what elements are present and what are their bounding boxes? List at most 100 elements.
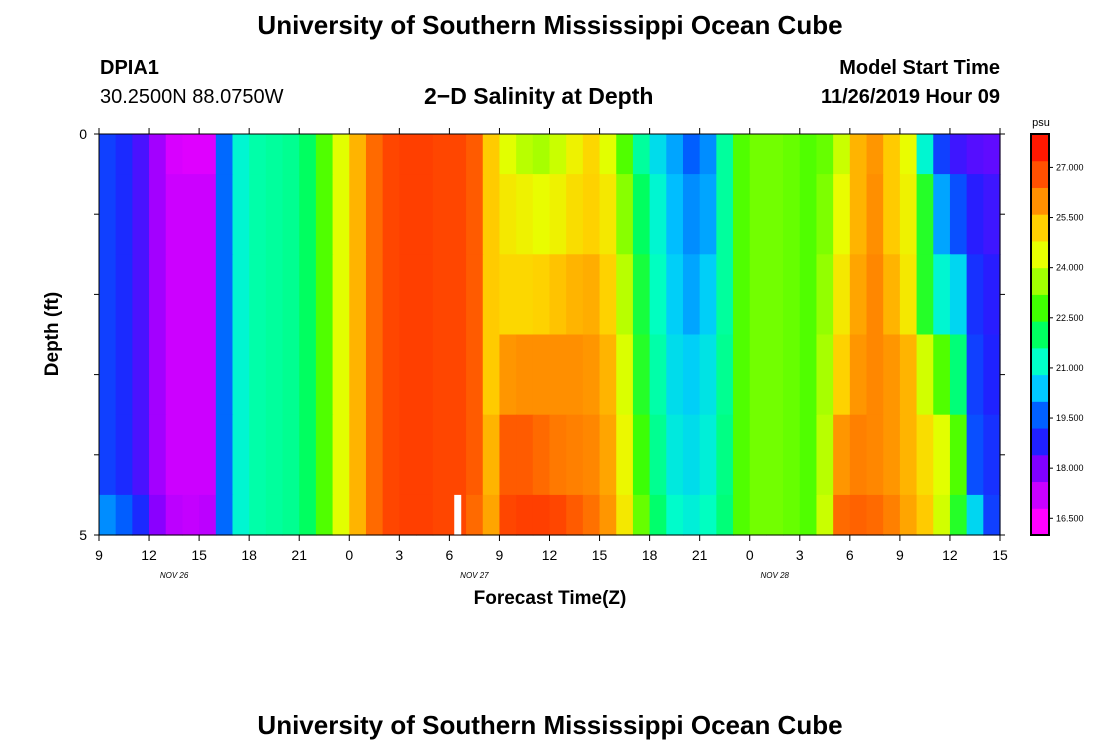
heatmap-cell (182, 334, 200, 416)
heatmap-cell (566, 334, 584, 416)
heatmap-cell (315, 134, 334, 175)
x-tick-label: 12 (542, 547, 558, 563)
x-tick-label: 18 (241, 547, 257, 563)
heatmap-cell (632, 334, 651, 416)
x-tick-label: 9 (95, 547, 103, 563)
colorbar-label: 24.000 (1056, 263, 1084, 273)
heatmap-cell (766, 334, 784, 416)
heatmap-cell (149, 174, 167, 255)
heatmap-cell (966, 134, 984, 175)
heatmap-cell (733, 254, 751, 336)
heatmap-cell (749, 334, 768, 416)
heatmap-cell (716, 134, 734, 175)
heatmap-cell (382, 174, 400, 255)
heatmap-cell (899, 334, 918, 416)
heatmap-cell (382, 334, 400, 416)
x-tick-label: 9 (896, 547, 904, 563)
heatmap-cell (165, 134, 184, 175)
heatmap-cell (232, 414, 250, 496)
heatmap-cell (949, 414, 968, 496)
heatmap-cell (733, 334, 751, 416)
heatmap-cell (382, 414, 400, 496)
heatmap-cell (516, 334, 534, 416)
heatmap-cell (215, 414, 234, 496)
heatmap-cell (682, 174, 701, 255)
heatmap-cell (332, 494, 350, 536)
x-tick-label: 9 (496, 547, 504, 563)
heatmap-cell (199, 174, 217, 255)
heatmap-cell (482, 494, 501, 536)
heatmap-cell (666, 254, 684, 336)
heatmap-cell (265, 254, 284, 336)
heatmap-cell (416, 414, 434, 496)
x-tick-label: 3 (796, 547, 804, 563)
heatmap-cell (282, 134, 300, 175)
heatmap-cell (199, 414, 217, 496)
heatmap-cell (365, 174, 384, 255)
heatmap-cell (582, 414, 601, 496)
heatmap-cell (315, 174, 334, 255)
heatmap-cell (799, 134, 818, 175)
heatmap-cell (783, 414, 801, 496)
heatmap-cell (949, 494, 968, 536)
x-tick-label: 18 (642, 547, 658, 563)
x-tick-label: 21 (692, 547, 708, 563)
heatmap-cell (332, 254, 350, 336)
heatmap-cell (149, 494, 167, 536)
heatmap-cell (482, 174, 501, 255)
heatmap-cell (849, 414, 868, 496)
heatmap-cell (399, 174, 417, 255)
heatmap-cell (282, 174, 300, 255)
heatmap-cell (632, 494, 651, 536)
heatmap-cell (933, 414, 951, 496)
heatmap-cell (699, 494, 717, 536)
heatmap-cell (115, 254, 133, 336)
colorbar-label: 16.500 (1056, 513, 1084, 523)
heatmap-cell (733, 134, 751, 175)
heatmap-cell (499, 494, 517, 536)
heatmap-cell (783, 134, 801, 175)
heatmap-cell (466, 134, 484, 175)
colorbar-segment (1031, 187, 1049, 215)
x-tick-label: 6 (445, 547, 453, 563)
heatmap-cell (232, 494, 250, 536)
heatmap-cell (783, 174, 801, 255)
heatmap-cell (749, 254, 768, 336)
heatmap-cell (833, 494, 851, 536)
heatmap-cell (933, 494, 951, 536)
heatmap-cell (582, 134, 601, 175)
heatmap-cell (949, 174, 968, 255)
heatmap-cell (649, 174, 667, 255)
heatmap-cell (399, 334, 417, 416)
heatmap-cell (332, 414, 350, 496)
heatmap-cell (666, 134, 684, 175)
heatmap-cell (399, 494, 417, 536)
heatmap-cell (616, 174, 634, 255)
heatmap-cell (883, 254, 901, 336)
heatmap-cell (716, 494, 734, 536)
heatmap-cell (549, 414, 567, 496)
heatmap-cell (115, 334, 133, 416)
heatmap-cell (666, 174, 684, 255)
heatmap-cell (983, 494, 1001, 536)
station-coordinates: 30.2500N 88.0750W (100, 86, 284, 108)
heatmap-cell (699, 254, 717, 336)
heatmap-cell (466, 494, 484, 536)
heatmap-cell (566, 494, 584, 536)
heatmap-cell (449, 254, 467, 336)
heatmap-cell (432, 254, 450, 336)
colorbar-segment (1031, 508, 1049, 536)
heatmap-cell (783, 334, 801, 416)
heatmap-cell (332, 134, 350, 175)
day-label: NOV 26 (160, 571, 189, 580)
heatmap-cell (883, 174, 901, 255)
heatmap-cell (549, 134, 567, 175)
heatmap-cell (749, 134, 768, 175)
plot-subtitle: 2−D Salinity at Depth (424, 83, 654, 109)
colorbar-segment (1031, 214, 1049, 242)
heatmap-cell (566, 174, 584, 255)
heatmap-cell (983, 174, 1001, 255)
heatmap-cell (215, 254, 234, 336)
colorbar-segment (1031, 240, 1049, 269)
heatmap-cell (432, 134, 450, 175)
